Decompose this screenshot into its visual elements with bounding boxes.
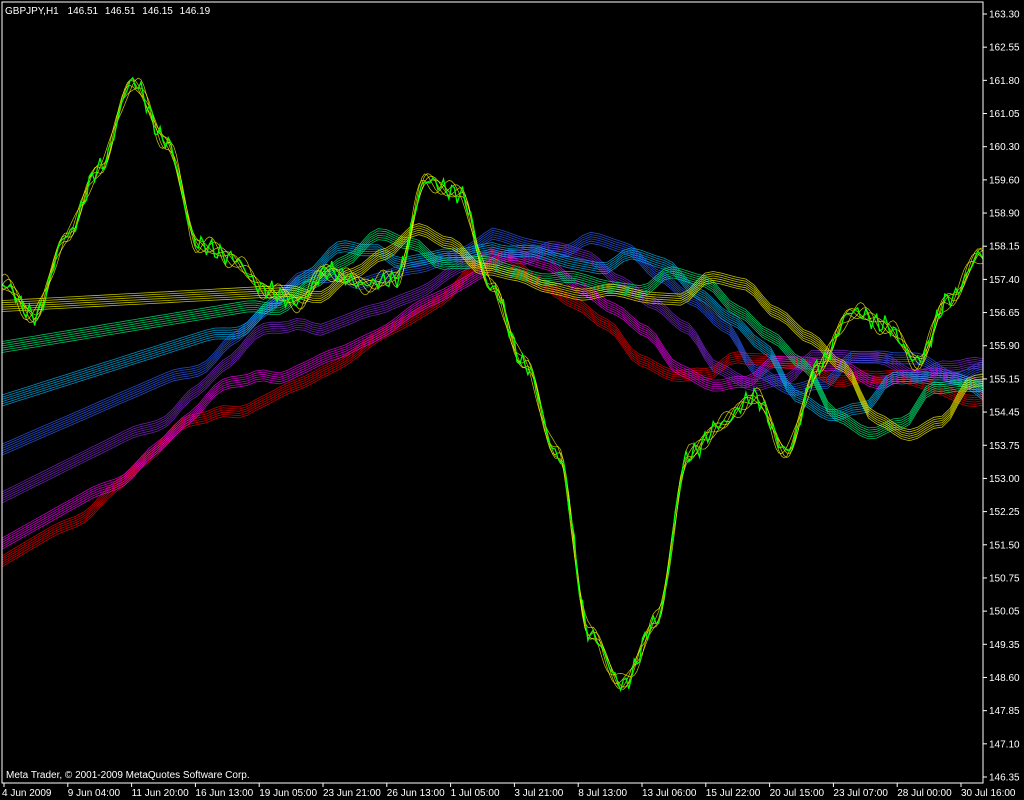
slow-ma-line xyxy=(1,248,984,420)
slow-ma-line xyxy=(1,227,984,435)
chart-header: GBPJPY,H1 146.51 146.51 146.15 146.19 xyxy=(5,6,211,17)
x-tick-label: 9 Jun 04:00 xyxy=(68,788,121,799)
y-tick-label: 161.05 xyxy=(989,109,1020,120)
high-value: 146.51 xyxy=(105,6,136,17)
y-tick-label: 158.90 xyxy=(989,209,1020,220)
copyright-notice: Meta Trader, © 2001-2009 MetaQuotes Soft… xyxy=(6,770,250,781)
y-tick-label: 153.00 xyxy=(989,474,1020,485)
slow-ma-line xyxy=(1,242,984,413)
x-tick-label: 26 Jun 13:00 xyxy=(387,788,445,799)
slow-ma-line xyxy=(1,232,984,449)
x-tick-label: 4 Jun 2009 xyxy=(2,788,52,799)
price-series xyxy=(1,76,984,693)
y-tick-label: 150.05 xyxy=(989,607,1020,618)
y-tick-label: 147.10 xyxy=(989,739,1020,750)
x-tick-label: 23 Jun 21:00 xyxy=(323,788,381,799)
slow-ma-line xyxy=(1,227,984,445)
fast-ma-line xyxy=(1,78,984,688)
x-tick-label: 8 Jul 13:00 xyxy=(578,788,627,799)
slow-ma-line xyxy=(1,234,984,442)
fast-ma-line xyxy=(1,79,984,690)
slow-ma-line xyxy=(1,247,984,499)
slow-ma-line xyxy=(1,245,984,497)
x-tick-label: 28 Jul 00:00 xyxy=(897,788,952,799)
slow-ma-line xyxy=(1,231,984,439)
plot-frame xyxy=(1,1,984,784)
y-tick-label: 147.85 xyxy=(989,706,1020,717)
x-tick-label: 16 Jun 13:00 xyxy=(195,788,253,799)
y-tick-label: 154.45 xyxy=(989,408,1020,419)
slow-ma-line xyxy=(1,243,984,495)
y-tick-label: 156.65 xyxy=(989,308,1020,319)
price-line xyxy=(1,76,984,693)
slow-ma-line xyxy=(1,228,984,429)
y-tick-label: 155.15 xyxy=(989,374,1020,385)
y-tick-label: 163.30 xyxy=(989,10,1020,21)
slow-ma-line xyxy=(1,223,984,431)
y-tick-label: 146.35 xyxy=(989,773,1020,784)
x-tick-label: 19 Jun 05:00 xyxy=(259,788,317,799)
slow-ma-line xyxy=(1,249,984,502)
x-tick-label: 15 Jul 22:00 xyxy=(706,788,761,799)
slow-ma-line xyxy=(1,244,984,415)
y-tick-label: 160.30 xyxy=(989,142,1020,153)
slow-ma-line xyxy=(1,251,984,504)
y-tick-label: 151.50 xyxy=(989,540,1020,551)
low-value: 146.15 xyxy=(142,6,173,17)
x-tick-label: 3 Jul 21:00 xyxy=(514,788,563,799)
slow-ma-line xyxy=(1,229,984,437)
y-tick-label: 150.75 xyxy=(989,573,1020,584)
y-tick-label: 159.60 xyxy=(989,175,1020,186)
close-value: 146.19 xyxy=(180,6,211,17)
y-tick-label: 155.90 xyxy=(989,341,1020,352)
x-tick-label: 30 Jul 16:00 xyxy=(961,788,1016,799)
symbol-label: GBPJPY,H1 xyxy=(5,6,59,17)
moving-average-ribbon xyxy=(1,223,984,568)
x-tick-label: 13 Jul 06:00 xyxy=(642,788,697,799)
x-tick-label: 20 Jul 15:00 xyxy=(770,788,825,799)
slow-ma-line xyxy=(1,229,984,447)
open-value: 146.51 xyxy=(68,6,99,17)
x-tick-label: 23 Jul 07:00 xyxy=(833,788,888,799)
y-tick-label: 162.55 xyxy=(989,43,1020,54)
y-tick-label: 149.35 xyxy=(989,640,1020,651)
slow-ma-line xyxy=(1,251,984,422)
y-tick-label: 152.25 xyxy=(989,507,1020,518)
y-tick-label: 157.40 xyxy=(989,275,1020,286)
x-tick-label: 11 Jun 20:00 xyxy=(132,788,190,799)
slow-ma-line xyxy=(1,230,984,431)
slow-ma-line xyxy=(1,240,984,411)
y-tick-label: 161.80 xyxy=(989,76,1020,87)
x-tick-label: 1 Jul 05:00 xyxy=(451,788,500,799)
y-tick-label: 148.60 xyxy=(989,673,1020,684)
slow-ma-line xyxy=(1,225,984,433)
y-tick-label: 153.75 xyxy=(989,441,1020,452)
slow-ma-line xyxy=(1,232,984,433)
slow-ma-line xyxy=(1,246,984,417)
slow-ma-line xyxy=(1,240,984,493)
y-tick-label: 158.15 xyxy=(989,242,1020,253)
